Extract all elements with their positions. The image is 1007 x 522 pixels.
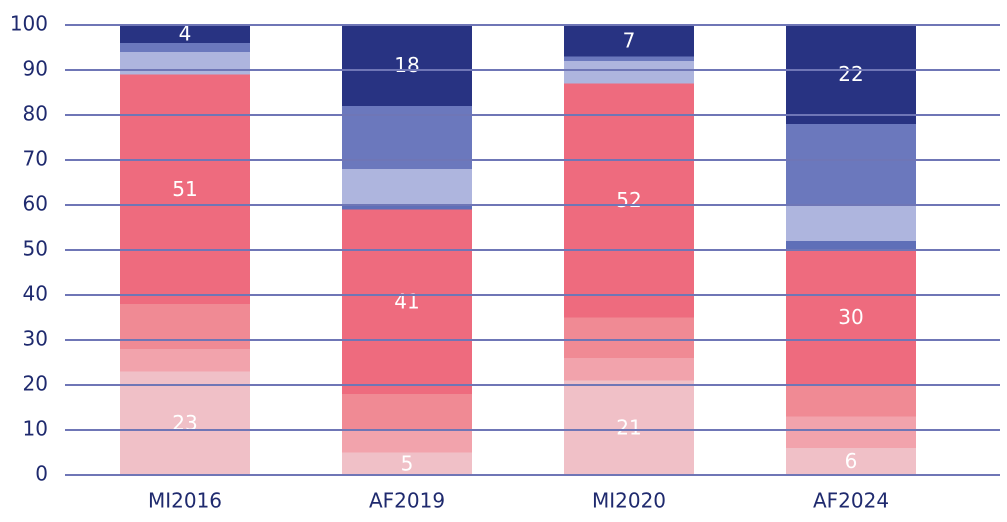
data-label: 18	[394, 53, 419, 77]
y-tick-label: 80	[23, 102, 48, 126]
data-label: 51	[172, 177, 197, 201]
bar-segment	[120, 304, 250, 349]
bar-segment	[120, 74, 250, 304]
y-tick-label: 40	[23, 282, 48, 306]
data-label: 41	[394, 289, 419, 313]
bar-segment	[786, 241, 916, 250]
data-label: 30	[838, 305, 863, 329]
bar-segment	[120, 349, 250, 372]
y-tick-label: 60	[23, 192, 48, 216]
x-tick-label: AF2019	[369, 489, 445, 513]
bar-segment	[342, 430, 472, 453]
bar-segment	[786, 25, 916, 124]
bar-segment	[564, 317, 694, 358]
y-tick-label: 0	[35, 462, 48, 486]
bar-segment	[786, 124, 916, 205]
data-label: 7	[623, 28, 636, 52]
y-tick-label: 10	[23, 417, 48, 441]
data-label: 6	[845, 449, 858, 473]
data-label: 5	[401, 451, 414, 475]
data-label: 4	[179, 22, 192, 46]
bar-segment	[786, 448, 916, 475]
bar-segment	[342, 106, 472, 169]
bar-segment	[564, 56, 694, 61]
bar-segment	[786, 205, 916, 241]
bar-segment	[564, 61, 694, 84]
y-tick-label: 70	[23, 147, 48, 171]
bar-segment	[120, 43, 250, 52]
bar-segment	[120, 371, 250, 475]
bar-segment	[342, 205, 472, 210]
bar-segment	[342, 25, 472, 106]
bar-segment	[342, 452, 472, 475]
data-label: 52	[616, 188, 641, 212]
y-tick-label: 20	[23, 372, 48, 396]
y-tick-label: 30	[23, 327, 48, 351]
bar-segment	[564, 380, 694, 475]
bar-segment	[342, 169, 472, 205]
data-label: 22	[838, 62, 863, 86]
x-tick-label: MI2016	[148, 489, 222, 513]
y-tick-label: 50	[23, 237, 48, 261]
bar-segment	[786, 385, 916, 417]
bar-segment	[342, 394, 472, 430]
bar-segment	[564, 25, 694, 57]
bar-segment	[120, 52, 250, 75]
y-tick-label: 90	[23, 57, 48, 81]
bar-segment	[786, 416, 916, 448]
y-tick-label: 100	[10, 12, 48, 36]
data-label: 23	[172, 411, 197, 435]
bar-segment	[564, 358, 694, 381]
data-label: 21	[616, 415, 641, 439]
bar-segment	[120, 25, 250, 43]
x-tick-label: AF2024	[813, 489, 889, 513]
bar-segment	[786, 250, 916, 385]
bar-segment	[564, 83, 694, 318]
bar-segment	[342, 209, 472, 394]
x-tick-label: MI2020	[592, 489, 666, 513]
